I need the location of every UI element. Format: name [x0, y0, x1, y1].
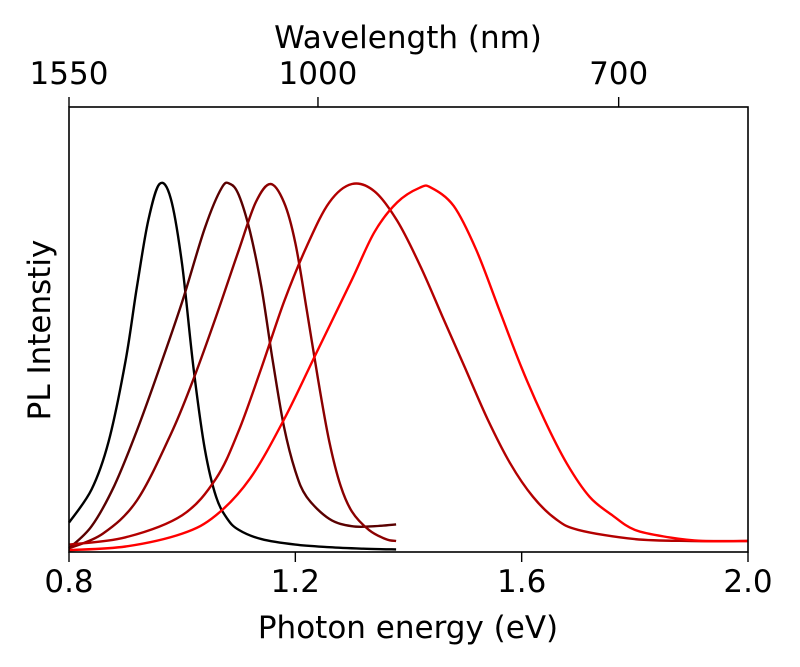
x-axis-label: Photon energy (eV)	[258, 610, 558, 646]
series-line-sample-5	[68, 184, 749, 552]
y-axis-label: PL Intenstiy	[22, 240, 58, 421]
x-tick-label: 1.6	[497, 564, 546, 600]
top-axis-ticks: 1550 1000 700	[30, 56, 648, 107]
plot-frame	[68, 106, 749, 553]
top-tick-label: 1000	[279, 56, 358, 92]
series-line-sample-1	[68, 181, 397, 551]
series-line-sample-4	[68, 182, 749, 546]
x-tick-label: 1.2	[271, 564, 320, 600]
top-tick-label: 1550	[30, 56, 109, 92]
x-tick-label: 2.0	[723, 564, 772, 600]
series-line-sample-3	[68, 182, 397, 550]
series-line-sample-2	[68, 181, 397, 550]
top-axis-label: Wavelength (nm)	[274, 20, 542, 56]
x-tick-label: 0.8	[44, 564, 93, 600]
top-tick-label: 700	[589, 56, 648, 92]
series-group	[68, 181, 749, 552]
x-axis-ticks: 0.8 1.2 1.6 2.0	[44, 552, 773, 600]
